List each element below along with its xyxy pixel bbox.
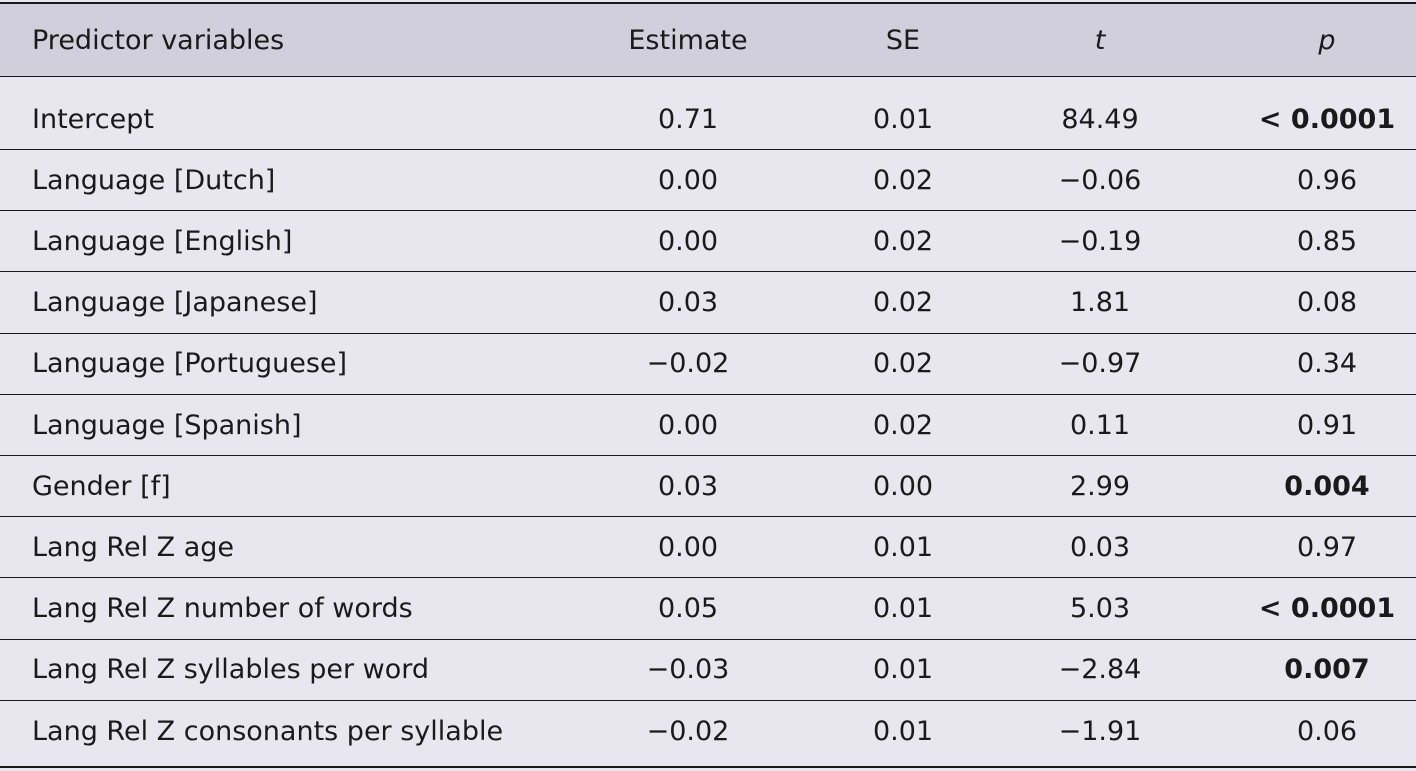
cell-p: 0.85 (1296, 225, 1358, 257)
cell-t: −0.06 (1058, 164, 1142, 196)
cell-t: −0.19 (1058, 225, 1142, 257)
cell-t: 1.81 (1069, 287, 1131, 319)
cell-se: 0.01 (872, 654, 934, 686)
cell-se: 0.02 (872, 409, 934, 441)
table-row: Lang Rel Z consonants per syllable −0.02 0… (0, 701, 1416, 761)
cell-estimate: 0.00 (657, 409, 719, 441)
cell-predictor: Language [Dutch] (32, 164, 276, 196)
top-rule (0, 2, 1416, 4)
cell-estimate: 0.00 (657, 164, 719, 196)
header-estimate: Estimate (628, 24, 748, 56)
cell-predictor: Gender [f] (32, 470, 171, 502)
cell-predictor: Language [Portuguese] (32, 348, 348, 380)
cell-predictor: Lang Rel Z age (32, 531, 235, 563)
header-p: p (1318, 24, 1336, 56)
cell-t: 0.03 (1069, 531, 1131, 563)
header-t: t (1094, 24, 1106, 56)
cell-se: 0.02 (872, 348, 934, 380)
cell-predictor: Intercept (32, 103, 154, 135)
cell-p: 0.004 (1284, 470, 1370, 502)
table-row: Lang Rel Z syllables per word −0.03 0.01 −2… (0, 640, 1416, 701)
cell-estimate: −0.03 (646, 654, 730, 686)
cell-t: 0.11 (1069, 409, 1131, 441)
cell-se: 0.01 (872, 715, 934, 747)
cell-estimate: 0.03 (657, 287, 719, 319)
cell-predictor: Lang Rel Z number of words (32, 593, 413, 625)
cell-se: 0.01 (872, 103, 934, 135)
table-row: Language [Portuguese] −0.02 0.02 −0.97 0.34 (0, 334, 1416, 395)
cell-estimate: 0.00 (657, 531, 719, 563)
cell-se: 0.01 (872, 593, 934, 625)
cell-predictor: Language [English] (32, 225, 293, 257)
cell-p: 0.96 (1296, 164, 1358, 196)
cell-predictor: Lang Rel Z syllables per word (32, 654, 430, 686)
cell-estimate: −0.02 (646, 348, 730, 380)
cell-se: 0.01 (872, 531, 934, 563)
cell-se: 0.00 (872, 470, 934, 502)
cell-p: < 0.0001 (1258, 593, 1396, 625)
cell-predictor: Lang Rel Z consonants per syllable (32, 715, 504, 747)
bottom-rule (0, 766, 1416, 768)
cell-p: < 0.0001 (1258, 103, 1396, 135)
cell-predictor: Language [Japanese] (32, 287, 318, 319)
cell-t: 5.03 (1069, 593, 1131, 625)
cell-p: 0.34 (1296, 348, 1358, 380)
table-row: Language [Spanish] 0.00 0.02 0.11 0.91 (0, 395, 1416, 456)
table-row: Language [English] 0.00 0.02 −0.19 0.85 (0, 211, 1416, 273)
header-se: SE (885, 24, 921, 56)
cell-p: 0.06 (1296, 715, 1358, 747)
cell-estimate: 0.03 (657, 470, 719, 502)
cell-predictor: Language [Spanish] (32, 409, 302, 441)
cell-p: 0.08 (1296, 287, 1358, 319)
table-header: Predictor variables Estimate SE t p (0, 4, 1416, 77)
cell-t: 2.99 (1069, 470, 1131, 502)
header-predictor: Predictor variables (32, 24, 285, 56)
cell-se: 0.02 (872, 287, 934, 319)
cell-p: 0.007 (1284, 654, 1370, 686)
cell-t: 84.49 (1061, 103, 1139, 135)
cell-t: −1.91 (1058, 715, 1142, 747)
table-row: Language [Japanese] 0.03 0.02 1.81 0.08 (0, 273, 1416, 334)
cell-t: −2.84 (1058, 654, 1142, 686)
cell-estimate: 0.00 (657, 225, 719, 257)
table-row: Gender [f] 0.03 0.00 2.99 0.004 (0, 456, 1416, 518)
cell-se: 0.02 (872, 164, 934, 196)
cell-estimate: 0.71 (657, 103, 719, 135)
table-row: Lang Rel Z number of words 0.05 0.01 5.03 < … (0, 579, 1416, 640)
cell-estimate: −0.02 (646, 715, 730, 747)
cell-p: 0.97 (1296, 531, 1358, 563)
table-row: Lang Rel Z age 0.00 0.01 0.03 0.97 (0, 517, 1416, 579)
cell-estimate: 0.05 (657, 593, 719, 625)
cell-p: 0.91 (1296, 409, 1358, 441)
cell-t: −0.97 (1058, 348, 1142, 380)
table-row: Intercept 0.71 0.01 84.49 < 0.0001 (0, 89, 1416, 150)
table-row: Language [Dutch] 0.00 0.02 −0.06 0.96 (0, 150, 1416, 212)
cell-se: 0.02 (872, 225, 934, 257)
